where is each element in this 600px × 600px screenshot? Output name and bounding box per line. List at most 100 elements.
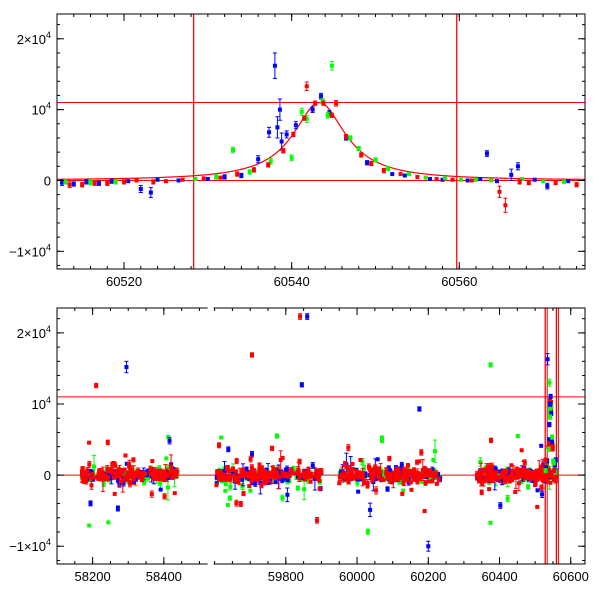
red-season3-point-132 [487, 487, 492, 492]
red-season2-point-55 [337, 475, 342, 480]
red-season2-point-128 [369, 469, 374, 474]
blue-point-12 [239, 173, 244, 178]
blue-point-11 [222, 174, 227, 179]
blue-outlier-0 [124, 365, 129, 370]
green-point-10 [304, 116, 309, 121]
red-season1-point-53 [290, 470, 295, 475]
red-season1-point-113 [307, 471, 312, 476]
red-season3-point-98 [494, 470, 499, 475]
red-season1-point-74 [278, 457, 283, 462]
red-season0-point-12 [150, 459, 155, 464]
blue-point-5 [126, 179, 131, 184]
red-season2-point-95 [365, 480, 370, 485]
x-tick-label-0: 60520 [106, 274, 142, 289]
red-season2-point-75 [423, 472, 428, 477]
red-season3-point-11 [507, 479, 512, 484]
red-season1-point-130 [265, 478, 270, 483]
blue-point-22 [319, 94, 323, 99]
red-season2-point-121 [349, 471, 354, 476]
red-point-11 [235, 172, 240, 177]
red-season2-point-70 [396, 476, 401, 481]
red-season0-point-64 [127, 464, 132, 469]
green-point-18 [407, 172, 411, 177]
green-point-20 [443, 176, 448, 181]
red-point-27 [434, 177, 439, 182]
red-season3-point-137 [478, 477, 483, 482]
red-season2-point-13 [337, 481, 342, 486]
blue-point-3 [96, 181, 101, 186]
green-season0-point-18 [165, 485, 170, 490]
red-season3-point-119 [514, 469, 519, 474]
red-season1-point-83 [234, 469, 239, 474]
red-season2-point-107 [350, 462, 355, 467]
peak-point-21 [552, 468, 557, 473]
red-season2-point-58 [423, 481, 428, 486]
red-season2-point-125 [428, 472, 433, 477]
blue-season1-point-4 [240, 477, 245, 482]
blue-point-17 [277, 107, 282, 112]
blue-season3-point-22 [493, 467, 498, 472]
green-season0-point-22 [165, 466, 170, 471]
red-season2-point-131 [361, 472, 366, 477]
red-season3-point-129 [489, 464, 494, 469]
red-season2-point-135 [381, 478, 386, 483]
green-season1-point-36 [223, 488, 228, 493]
red-season0-point-117 [156, 472, 161, 477]
red-point-32 [503, 203, 508, 208]
green-point-23 [489, 178, 494, 183]
red-season0-point-100 [106, 469, 111, 474]
peak-point-22 [543, 466, 548, 471]
green-season1-point-23 [306, 478, 311, 483]
red-season3-point-5 [475, 472, 480, 477]
red-season1-point-28 [280, 455, 285, 460]
red-point-14 [281, 148, 286, 153]
green-season3-point-53 [531, 476, 536, 481]
peak-point-34 [549, 440, 554, 445]
red-season0-point-131 [131, 473, 136, 478]
red-season2-point-112 [355, 472, 360, 477]
blue-season0-point-25 [109, 476, 114, 481]
x-tick-label-3: 60000 [339, 569, 375, 584]
red-season0-point-67 [84, 470, 89, 475]
red-season0-point-90 [119, 479, 124, 484]
red-season0-point-121 [134, 471, 139, 476]
red-season2-point-15 [346, 445, 351, 450]
green-season2-point-61 [429, 477, 434, 482]
y-tick-label-1: 0 [44, 468, 51, 483]
red-season0-point-86 [105, 440, 110, 445]
red-season2-point-49 [405, 478, 410, 483]
red-season3-point-48 [490, 473, 495, 478]
green-season1-point-3 [240, 484, 245, 489]
red-season0-point-136 [161, 471, 166, 476]
blue-point-23 [327, 111, 332, 116]
red-season1-point-38 [301, 470, 306, 475]
red-season0-point-125 [92, 475, 97, 480]
red-season3-point-112 [489, 438, 494, 443]
blue-season0-point-39 [158, 487, 163, 492]
red-season2-point-82 [351, 466, 356, 471]
red-season2-point-134 [347, 473, 352, 478]
green-outlier-2 [274, 434, 279, 438]
green-season1-point-42 [248, 488, 253, 493]
red-season2-point-80 [373, 465, 378, 470]
red-season0-point-45 [116, 468, 121, 473]
red-season3-point-41 [509, 471, 514, 476]
red-season0-point-104 [109, 467, 114, 472]
red-point-16 [302, 116, 307, 121]
blue-season2-point-13 [368, 507, 373, 512]
blue-season1-point-5 [273, 480, 278, 485]
red-season2-point-5 [374, 488, 379, 493]
peak-point-39 [550, 444, 555, 449]
red-season0-point-114 [156, 475, 161, 480]
blue-season1-point-52 [222, 469, 227, 474]
red-season0-point-32 [84, 479, 89, 484]
green-season2-point-36 [365, 529, 370, 534]
green-season3-point-39 [505, 496, 510, 501]
red-point-28 [450, 177, 455, 182]
red-season2-point-116 [430, 471, 435, 476]
green-season2-point-18 [432, 467, 437, 472]
green-season2-point-15 [431, 457, 436, 462]
red-season1-point-3 [217, 443, 222, 448]
red-season2-point-137 [369, 471, 374, 476]
green-season1-point-40 [228, 484, 233, 489]
